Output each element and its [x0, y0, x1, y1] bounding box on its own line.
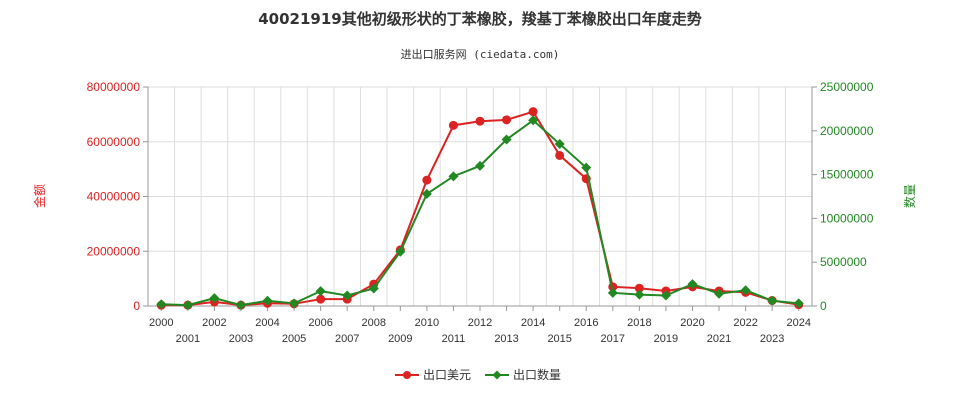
series-2-point	[714, 288, 725, 299]
series-2-point	[209, 293, 220, 304]
y-right-tick-label: 25000000	[820, 80, 874, 94]
series-2-point	[687, 279, 698, 290]
series-1-point	[448, 120, 458, 130]
series-2-point	[235, 300, 246, 311]
x-tick-label: 2002	[202, 317, 226, 329]
series-1-point	[502, 115, 512, 125]
y-left-tick-label: 60000000	[87, 135, 141, 149]
x-tick-label: 2011	[442, 333, 466, 345]
series-2-point	[528, 115, 539, 126]
series-2-point	[607, 287, 618, 298]
series-2-point	[767, 295, 778, 306]
series-1-point	[528, 107, 538, 117]
x-tick-label: 2007	[335, 333, 359, 345]
y-right-tick-label: 5000000	[820, 255, 867, 269]
x-tick-label: 2008	[362, 317, 386, 329]
legend-swatch-marker	[403, 371, 411, 379]
series-line-2	[161, 119, 799, 307]
y-axis-left-label: 金额	[32, 184, 47, 208]
chart-title: 40021919其他初级形状的丁苯橡胶，羧基丁苯橡胶出口年度走势	[258, 10, 702, 28]
x-tick-label: 2023	[760, 333, 784, 345]
x-tick-label: 2013	[494, 333, 518, 345]
x-tick-label: 2022	[733, 317, 757, 329]
y-axis-left: 0 20000000 40000000 60000000 80000000	[87, 80, 148, 313]
legend-label: 出口数量	[513, 367, 561, 382]
y-left-tick-label: 20000000	[87, 244, 141, 258]
y-left-tick-label: 40000000	[87, 190, 141, 204]
y-axis-right: 0 5000000 10000000 15000000 20000000 25000000	[812, 80, 874, 313]
x-tick-label: 2001	[176, 333, 200, 345]
series-2-point	[475, 160, 485, 171]
x-tick-label: 2004	[255, 317, 279, 329]
x-tick-label: 2009	[388, 333, 412, 345]
y-right-tick-label: 20000000	[820, 124, 874, 138]
x-tick-label: 2020	[680, 317, 704, 329]
x-tick-label: 2016	[574, 317, 598, 329]
x-tick-label: 2012	[468, 317, 492, 329]
series-2-point	[740, 285, 751, 296]
y-left-tick-label: 0	[133, 299, 140, 313]
x-tick-label: 2021	[707, 333, 731, 345]
series-2-point	[395, 246, 406, 257]
series-1-point	[555, 150, 565, 160]
series-2-point	[368, 283, 379, 294]
chart-subtitle: 进出口服务网 (ciedata.com)	[401, 47, 560, 61]
legend: 出口美元 出口数量	[395, 367, 561, 382]
series-2-point	[793, 298, 804, 309]
x-tick-label: 2006	[308, 317, 332, 329]
series-2-point	[660, 290, 671, 301]
x-tick-label: 2005	[282, 333, 306, 345]
x-tick-label: 2017	[601, 333, 625, 345]
series-2-point	[554, 138, 565, 149]
series-line-1	[161, 110, 799, 307]
series-2-point	[262, 295, 273, 306]
y-right-tick-label: 10000000	[820, 211, 874, 225]
legend-label: 出口美元	[423, 368, 471, 382]
series-2-point	[182, 300, 193, 311]
y-right-tick-label: 15000000	[820, 168, 874, 182]
y-right-tick-label: 0	[820, 299, 827, 313]
series-2-point	[315, 286, 326, 297]
series-1-point	[316, 294, 326, 304]
series-1-point	[422, 175, 432, 185]
series-2-point	[501, 134, 512, 145]
x-axis: 2000200120022003200420052006200720082009…	[149, 306, 811, 345]
legend-swatch-marker	[492, 370, 502, 380]
x-tick-label: 2018	[627, 317, 651, 329]
x-tick-label: 2000	[149, 317, 173, 329]
series-2-point	[289, 298, 300, 309]
series-2-point	[156, 299, 167, 310]
x-tick-label: 2010	[415, 317, 439, 329]
series-1-point	[634, 283, 644, 293]
series-2-point	[448, 171, 459, 182]
y-axis-right-label: 数量	[902, 184, 917, 208]
x-tick-label: 2024	[786, 317, 810, 329]
series-2-point	[581, 162, 592, 173]
x-tick-label: 2014	[521, 317, 545, 329]
series-lines	[156, 107, 804, 311]
y-left-tick-label: 80000000	[87, 80, 141, 94]
series-2-point	[342, 290, 353, 301]
x-tick-label: 2003	[229, 333, 253, 345]
x-tick-label: 2015	[547, 333, 571, 345]
series-1-point	[475, 116, 485, 126]
x-tick-label: 2019	[654, 333, 678, 345]
series-2-point	[634, 289, 645, 300]
series-2-point	[421, 188, 432, 199]
